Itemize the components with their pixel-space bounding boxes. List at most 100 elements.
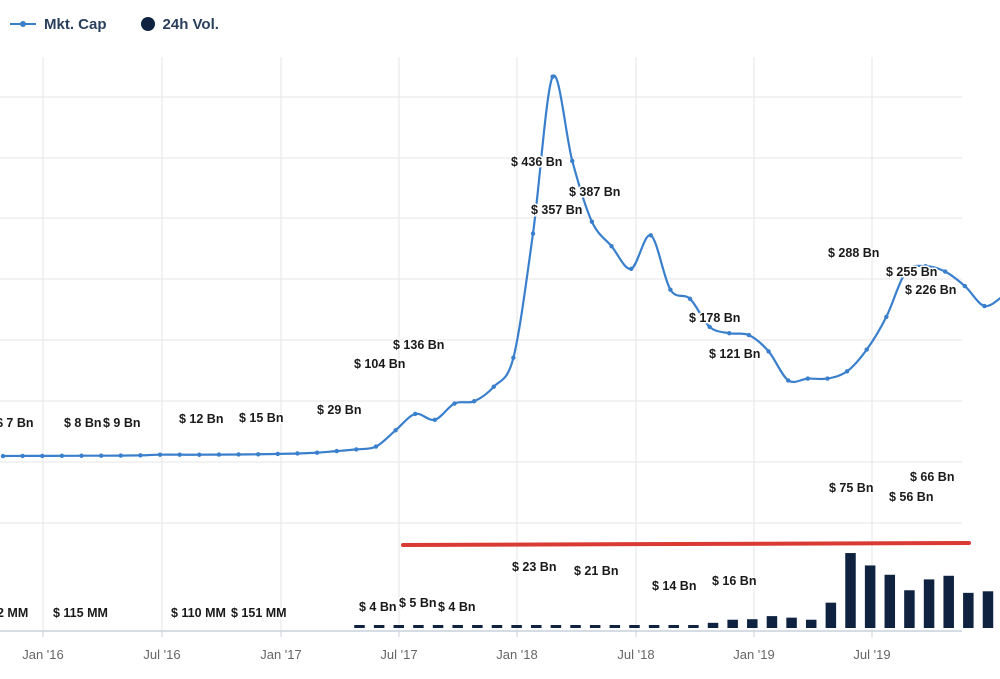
- volume-bar-15[interactable]: [648, 625, 660, 628]
- volume-bar-27[interactable]: [884, 574, 896, 628]
- mkt-cap-point-19[interactable]: [373, 444, 379, 449]
- mkt-cap-point-44[interactable]: [864, 347, 869, 352]
- mkt-cap-point-25[interactable]: [491, 384, 496, 389]
- mkt-cap-point-34[interactable]: [668, 287, 673, 292]
- volume-bar-25[interactable]: [845, 553, 856, 628]
- volume-bar-29[interactable]: [923, 579, 935, 628]
- volume-bar-9[interactable]: [531, 625, 542, 628]
- mkt-cap-point-37[interactable]: [727, 331, 732, 336]
- mkt-cap-point-1[interactable]: [20, 453, 25, 459]
- volume-bar-31[interactable]: [963, 592, 974, 628]
- mkt-cap-label: $ 12 Bn: [179, 412, 223, 426]
- mkt-cap-point-16[interactable]: [314, 450, 320, 455]
- volume-bar-4[interactable]: [432, 625, 444, 628]
- mkt-cap-point-22[interactable]: [432, 417, 438, 423]
- mkt-cap-label: $ 121 Bn: [709, 347, 760, 361]
- data-labels: $ 7 Bn $ 8 Bn$ 9 Bn $ 12 Bn $ 15 Bn $ 29 Bn $…: [0, 154, 958, 622]
- mkt-cap-point-38[interactable]: [746, 332, 752, 338]
- mkt-cap-point-29[interactable]: [570, 158, 575, 164]
- mkt-cap-point-20[interactable]: [393, 428, 398, 433]
- mkt-cap-point-24[interactable]: [471, 399, 477, 404]
- volume-bar-8[interactable]: [511, 625, 522, 628]
- volume-bar-21[interactable]: [766, 616, 778, 628]
- mkt-cap-point-17[interactable]: [334, 448, 339, 454]
- mkt-cap-point-8[interactable]: [157, 452, 163, 457]
- volume-bar-26[interactable]: [864, 565, 876, 628]
- mkt-cap-point-6[interactable]: [118, 453, 123, 458]
- volume-bar-14[interactable]: [629, 625, 640, 628]
- volume-bar-7[interactable]: [491, 625, 503, 628]
- mkt-cap-point-14[interactable]: [275, 451, 281, 457]
- mkt-cap-point-40[interactable]: [786, 378, 791, 383]
- mkt-cap-point-15[interactable]: [295, 451, 300, 456]
- mkt-cap-point-27[interactable]: [530, 231, 536, 236]
- volume-bar-22[interactable]: [786, 617, 797, 628]
- volume-label: $ 110 MM: [171, 606, 226, 620]
- volume-bar-11[interactable]: [570, 625, 581, 628]
- mkt-cap-point-11[interactable]: [216, 452, 222, 457]
- mkt-cap-point-30[interactable]: [589, 219, 595, 224]
- volume-bar-13[interactable]: [609, 625, 621, 628]
- mkt-cap-point-10[interactable]: [197, 452, 202, 457]
- volume-bar-30[interactable]: [943, 575, 954, 628]
- mkt-cap-point-41[interactable]: [805, 376, 811, 381]
- mkt-cap-point-0[interactable]: [0, 453, 6, 459]
- mkt-cap-point-39[interactable]: [766, 349, 771, 354]
- volume-bar-12[interactable]: [589, 625, 601, 628]
- mkt-cap-point-45[interactable]: [884, 314, 889, 320]
- volume-bar-5[interactable]: [452, 625, 463, 628]
- mkt-cap-point-47[interactable]: [923, 263, 928, 269]
- volume-bar-16[interactable]: [668, 625, 679, 628]
- volume-bar-24[interactable]: [825, 602, 837, 628]
- volume-bar-20[interactable]: [747, 619, 758, 628]
- reference-line: [401, 541, 971, 547]
- mkt-cap-point-48[interactable]: [943, 269, 948, 274]
- volume-bar-6[interactable]: [472, 625, 483, 628]
- volume-bar-23[interactable]: [805, 619, 817, 628]
- volume-bar-1[interactable]: [373, 625, 385, 628]
- mkt-cap-point-26[interactable]: [511, 355, 516, 360]
- mkt-cap-point-5[interactable]: [98, 453, 104, 458]
- mkt-cap-point-33[interactable]: [648, 233, 653, 238]
- mkt-cap-label: $ 8 Bn: [64, 416, 102, 430]
- mkt-cap-point-28[interactable]: [550, 74, 555, 79]
- volume-bar-32[interactable]: [982, 591, 994, 628]
- mkt-cap-point-23[interactable]: [452, 401, 457, 406]
- reference-lines: [401, 541, 971, 547]
- mkt-cap-point-12[interactable]: [236, 452, 241, 457]
- mkt-cap-point-7[interactable]: [138, 453, 143, 458]
- mkt-cap-point-13[interactable]: [255, 452, 261, 457]
- mkt-cap-point-31[interactable]: [609, 244, 614, 249]
- mkt-cap-point-3[interactable]: [59, 453, 65, 459]
- mkt-cap-label: $ 436 Bn: [511, 155, 562, 169]
- mkt-cap-point-49[interactable]: [962, 283, 968, 289]
- mkt-cap-point-50[interactable]: [982, 303, 987, 309]
- volume-bar-17[interactable]: [688, 625, 699, 628]
- mkt-cap-point-9[interactable]: [177, 452, 182, 457]
- volume-bar-0[interactable]: [354, 625, 365, 628]
- mkt-cap-point-35[interactable]: [687, 296, 693, 301]
- mkt-cap-point-36[interactable]: [707, 324, 712, 330]
- volume-bar-18[interactable]: [707, 622, 719, 628]
- mkt-cap-label: $ 104 Bn: [354, 357, 405, 371]
- mkt-cap-label: $ 7 Bn: [0, 416, 34, 430]
- mkt-cap-point-4[interactable]: [79, 453, 84, 458]
- legend-item-mkt-cap[interactable]: Mkt. Cap: [10, 16, 107, 33]
- x-tick-label: Jan '19: [733, 647, 775, 662]
- mkt-cap-point-2[interactable]: [40, 453, 45, 459]
- volume-bar-2[interactable]: [393, 625, 405, 628]
- mkt-cap-point-43[interactable]: [844, 369, 850, 374]
- volume-bar-28[interactable]: [904, 590, 915, 628]
- volume-bar-3[interactable]: [413, 625, 424, 628]
- volume-bar-10[interactable]: [550, 625, 562, 628]
- x-tick-label: Jul '19: [853, 647, 890, 662]
- mkt-cap-point-46[interactable]: [903, 269, 909, 274]
- mkt-cap-point-21[interactable]: [413, 411, 418, 417]
- mkt-cap-point-18[interactable]: [354, 447, 359, 452]
- volume-bar-19[interactable]: [727, 619, 738, 628]
- mkt-cap-point-42[interactable]: [825, 376, 830, 381]
- legend-item-24h-vol[interactable]: 24h Vol.: [140, 16, 219, 33]
- mkt-cap-point-32[interactable]: [628, 266, 634, 272]
- x-axis: Jan '16 Jul '16 Jan '17 Jul '17 Jan '18 Jul '…: [22, 631, 891, 662]
